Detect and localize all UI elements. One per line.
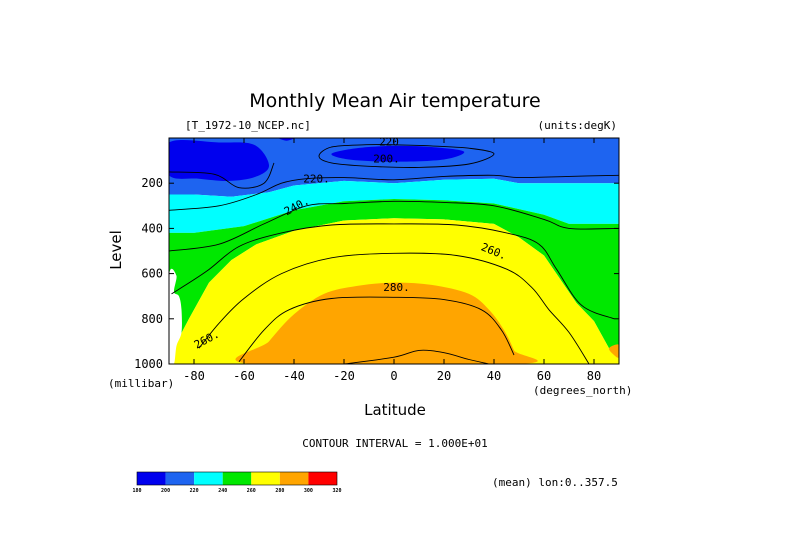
contour-band-1 xyxy=(331,145,465,162)
y-tick-label: 200 xyxy=(141,176,163,190)
x-tick-label: -20 xyxy=(333,369,355,383)
x-axis-units: (degrees_north) xyxy=(533,384,632,397)
chart-title: Monthly Mean Air temperature xyxy=(249,90,540,112)
colorbar-swatch xyxy=(251,472,280,485)
y-tick-label: 1000 xyxy=(134,357,163,371)
contour-band-3 xyxy=(278,138,295,141)
colorbar-label: 260 xyxy=(247,488,256,494)
x-tick-label: -80 xyxy=(183,369,205,383)
x-tick-label: -60 xyxy=(233,369,255,383)
y-tick-label: 400 xyxy=(141,221,163,235)
contour-band-8 xyxy=(608,344,619,358)
colorbar-label: 220 xyxy=(190,488,199,494)
x-tick-label: 40 xyxy=(487,369,501,383)
colorbar-label: 320 xyxy=(332,488,341,494)
colorbar-swatch xyxy=(194,472,223,485)
x-tick-label: 20 xyxy=(437,369,451,383)
units-label: (units:degK) xyxy=(538,119,617,132)
y-tick-label: 800 xyxy=(141,312,163,326)
contour-band-4 xyxy=(169,178,619,233)
colorbar-label: 300 xyxy=(304,488,313,494)
x-tick-label: 60 xyxy=(537,369,551,383)
contour-line-0 xyxy=(169,174,619,211)
colorbar-swatch xyxy=(137,472,166,485)
contour-line-1 xyxy=(318,144,495,168)
contour-line-3 xyxy=(169,200,619,252)
contour-band-9 xyxy=(169,268,182,364)
colorbar-label: 280 xyxy=(275,488,284,494)
filled-contours xyxy=(169,138,619,364)
y-axis: 200 400 600 800 1000 xyxy=(134,176,619,371)
contour-interval-text: CONTOUR INTERVAL = 1.000E+01 xyxy=(302,437,487,450)
contour-line-7 xyxy=(343,349,490,364)
x-axis-label: Latitude xyxy=(364,401,426,419)
x-tick-label: 0 xyxy=(390,369,397,383)
colorbar-swatch xyxy=(279,472,309,485)
colorbar-label: 200 xyxy=(161,488,170,494)
y-tick-label: 600 xyxy=(141,267,163,281)
contour-label-0: 220 xyxy=(379,135,399,148)
contour-lines xyxy=(169,144,619,364)
contour-line-4 xyxy=(171,223,615,320)
mean-text: (mean) lon:0..357.5 xyxy=(492,476,618,489)
colorbar-swatch xyxy=(308,472,337,485)
colorbar-swatch xyxy=(222,472,252,485)
x-tick-label: 80 xyxy=(587,369,601,383)
x-tick-label: -40 xyxy=(283,369,305,383)
contour-line-6 xyxy=(238,296,515,362)
x-axis: -80 -60 -40 -20 0 20 40 60 80 xyxy=(183,138,601,383)
colorbar-label: 180 xyxy=(132,488,141,494)
colorbar-swatch xyxy=(165,472,195,485)
file-label: [T_1972-10_NCEP.nc] xyxy=(185,119,311,132)
colorbar-frame xyxy=(136,471,338,486)
contour-line-5 xyxy=(198,252,590,364)
contour-label-1: 200. xyxy=(373,152,400,165)
contour-label-5: 280. xyxy=(383,281,410,294)
y-axis-units: (millibar) xyxy=(108,377,174,390)
colorbar-label: 240 xyxy=(218,488,227,494)
contour-line-2 xyxy=(169,162,275,189)
contour-label-2: 220. xyxy=(303,173,330,186)
y-axis-label: Level xyxy=(107,230,125,270)
colorbar: 180 200 220 240 260 280 300 320 xyxy=(132,471,342,494)
contour-band-2 xyxy=(169,140,270,181)
